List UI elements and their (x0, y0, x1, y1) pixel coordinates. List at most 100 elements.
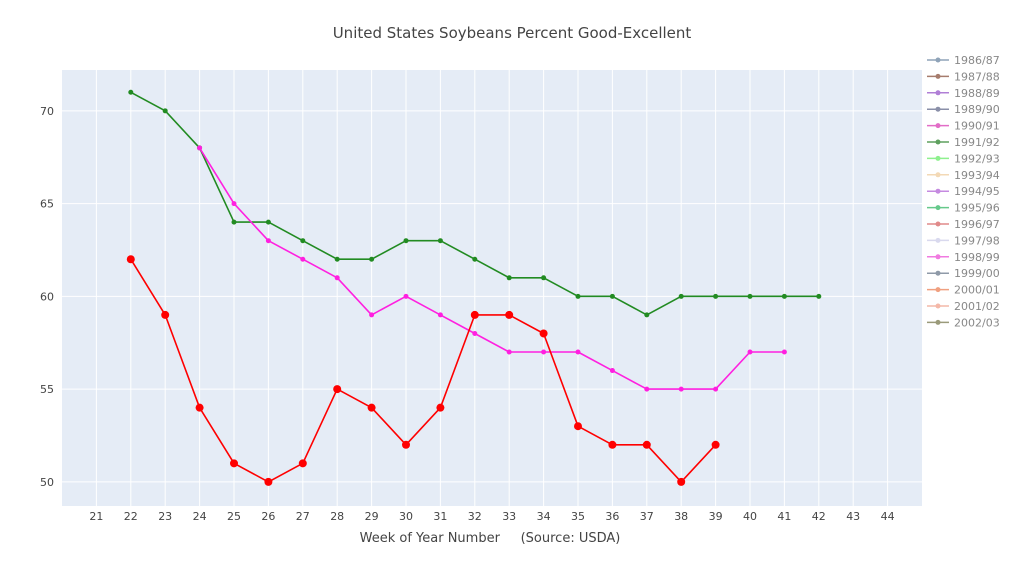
data-point[interactable] (747, 349, 753, 355)
legend-item[interactable]: 1989/90 (927, 103, 1000, 116)
data-point[interactable] (369, 256, 375, 262)
data-point[interactable] (747, 293, 753, 299)
data-point[interactable] (265, 219, 271, 225)
legend-item[interactable]: 2002/03 (927, 316, 1000, 329)
x-tick-label: 23 (158, 510, 172, 523)
data-point[interactable] (231, 201, 237, 207)
data-point[interactable] (264, 477, 273, 486)
data-point[interactable] (781, 293, 787, 299)
data-point[interactable] (642, 440, 651, 449)
legend-swatch-marker (935, 172, 941, 178)
data-point[interactable] (161, 310, 170, 319)
gridlines (62, 70, 922, 506)
data-point[interactable] (300, 238, 306, 244)
data-point[interactable] (470, 310, 479, 319)
legend-item[interactable]: 1986/87 (927, 54, 1000, 67)
data-point[interactable] (541, 349, 547, 355)
data-point[interactable] (334, 256, 340, 262)
legend-label: 1991/92 (954, 136, 1000, 149)
data-point[interactable] (265, 238, 271, 244)
data-point[interactable] (677, 477, 686, 486)
legend-label: 1998/99 (954, 251, 1000, 264)
data-point[interactable] (367, 403, 376, 412)
data-point[interactable] (506, 349, 512, 355)
y-tick-label: 55 (40, 383, 54, 396)
data-point[interactable] (128, 89, 134, 95)
legend-label: 2002/03 (954, 316, 1000, 329)
legend-item[interactable]: 1999/00 (927, 267, 1000, 280)
data-point[interactable] (402, 440, 410, 449)
data-point[interactable] (437, 312, 443, 318)
data-point[interactable] (334, 275, 340, 281)
data-point[interactable] (230, 459, 238, 468)
data-point[interactable] (678, 293, 684, 299)
legend-swatch-marker (935, 90, 941, 96)
data-point[interactable] (678, 386, 684, 392)
data-point[interactable] (711, 440, 720, 449)
data-point[interactable] (369, 312, 375, 318)
data-point[interactable] (472, 256, 478, 262)
legend-items: 1986/87 1987/88 1988/89 1989/90 1990/91 1991/… (927, 54, 1000, 329)
legend-item[interactable]: 2000/01 (927, 284, 1000, 297)
x-tick-label: 37 (640, 510, 654, 523)
x-tick-label: 21 (89, 510, 103, 523)
legend-item[interactable]: 1992/93 (927, 152, 1000, 165)
data-point[interactable] (713, 293, 719, 299)
legend-label: 1993/94 (954, 169, 1000, 182)
legend-item[interactable]: 1988/89 (927, 87, 1000, 100)
legend-item[interactable]: 2001/02 (927, 300, 1000, 313)
y-tick-label: 70 (40, 105, 54, 118)
data-point[interactable] (472, 330, 478, 336)
data-point[interactable] (506, 275, 512, 281)
data-point[interactable] (575, 349, 581, 355)
legend-item[interactable]: 1997/98 (927, 234, 1000, 247)
series-2 (126, 255, 720, 486)
data-point[interactable] (713, 386, 719, 392)
legend-item[interactable]: 1991/92 (927, 136, 1000, 149)
legend-item[interactable]: 1998/99 (927, 251, 1000, 264)
legend-label: 2001/02 (954, 300, 1000, 313)
legend-label: 1990/91 (954, 120, 1000, 133)
legend-item[interactable]: 1987/88 (927, 70, 1000, 83)
legend[interactable]: 1986/87 1987/88 1988/89 1989/90 1990/91 1991/… (927, 54, 1000, 329)
x-tick-label: 22 (124, 510, 138, 523)
x-tick-label: 29 (365, 510, 379, 523)
data-point[interactable] (609, 293, 615, 299)
data-point[interactable] (195, 403, 204, 412)
data-point[interactable] (541, 275, 547, 281)
data-point[interactable] (644, 312, 650, 318)
data-point[interactable] (126, 255, 135, 264)
data-point[interactable] (575, 293, 581, 299)
x-tick-label: 30 (399, 510, 413, 523)
data-point[interactable] (644, 386, 650, 392)
data-point[interactable] (403, 238, 409, 244)
data-point[interactable] (816, 293, 822, 299)
legend-item[interactable]: 1994/95 (927, 185, 1000, 198)
series-line (198, 147, 785, 390)
data-point[interactable] (505, 310, 514, 319)
data-point[interactable] (608, 440, 617, 449)
legend-item[interactable]: 1990/91 (927, 120, 1000, 133)
data-point[interactable] (539, 329, 548, 338)
data-point[interactable] (333, 385, 342, 394)
data-point[interactable] (436, 403, 445, 412)
data-point[interactable] (781, 349, 787, 355)
data-point[interactable] (609, 368, 615, 374)
data-point[interactable] (298, 459, 307, 468)
data-point[interactable] (574, 422, 582, 431)
legend-item[interactable]: 1995/96 (927, 202, 1000, 215)
data-point[interactable] (197, 145, 203, 151)
legend-label: 1989/90 (954, 103, 1000, 116)
legend-label: 1996/97 (954, 218, 1000, 231)
data-point[interactable] (162, 108, 168, 114)
legend-item[interactable]: 1996/97 (927, 218, 1000, 231)
data-point[interactable] (403, 293, 409, 299)
legend-swatch-marker (935, 254, 941, 260)
x-tick-label: 25 (227, 510, 241, 523)
x-tick-label: 31 (433, 510, 447, 523)
legend-item[interactable]: 1993/94 (927, 169, 1000, 182)
data-point[interactable] (300, 256, 306, 262)
data-point[interactable] (231, 219, 237, 225)
data-point[interactable] (437, 238, 443, 244)
